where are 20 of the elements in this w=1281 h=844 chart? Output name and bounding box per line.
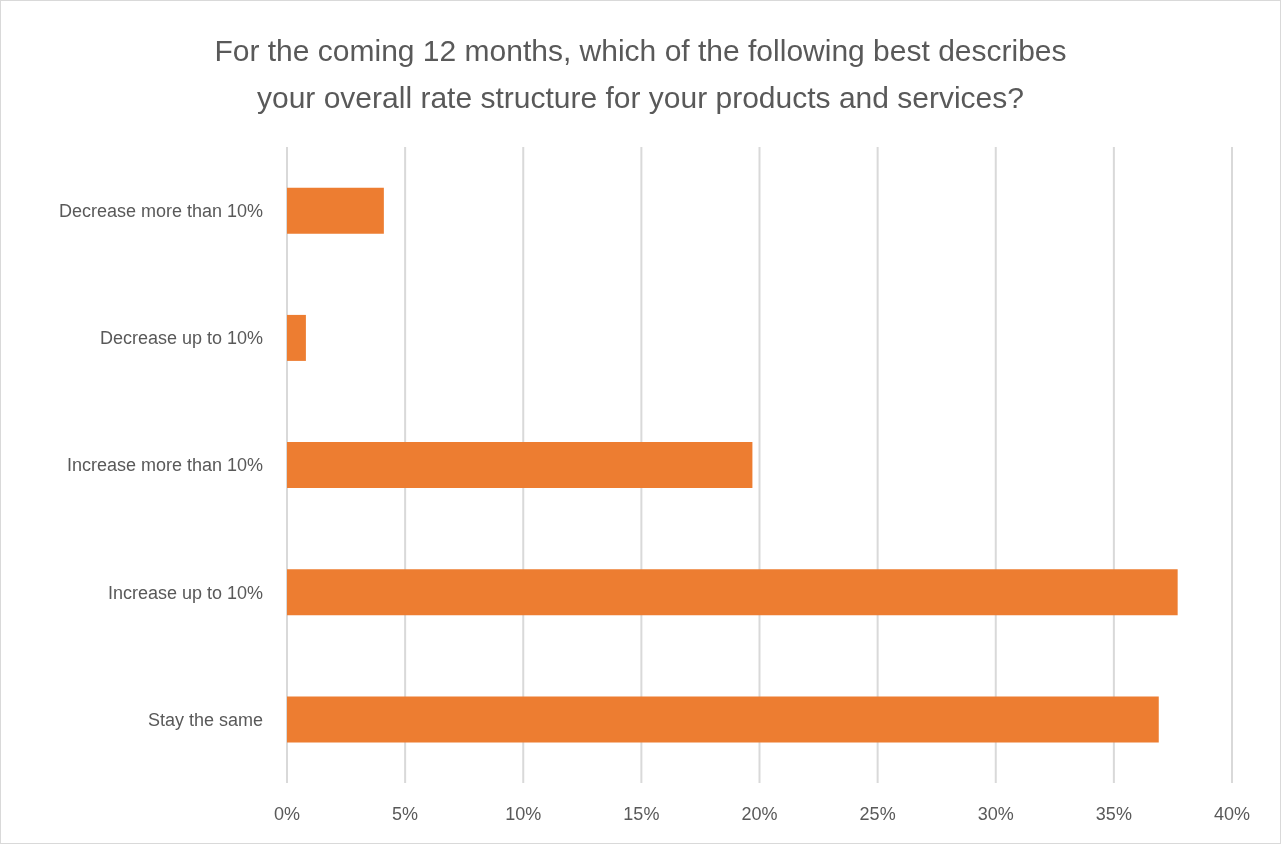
y-tick-label: Increase more than 10% <box>66 455 263 476</box>
bar <box>287 442 753 489</box>
x-tick-label: 0% <box>273 803 301 824</box>
x-tick-label: 40% <box>1213 803 1251 824</box>
y-tick-label: Stay the same <box>147 709 263 730</box>
x-tick-label: 5% <box>392 803 419 824</box>
x-tick-label: 30% <box>977 803 1014 824</box>
chart-title: For the coming 12 months, which of the following best describes your overall rate structure for your products and services? <box>213 33 1068 116</box>
y-tick-label: Increase up to 10% <box>107 582 263 603</box>
y-tick-label: Decrease up to 10% <box>99 328 263 349</box>
y-tick-label: Decrease more than 10% <box>58 200 263 221</box>
x-tick-label: 25% <box>859 803 896 824</box>
x-tick-label: 10% <box>505 803 542 824</box>
bar <box>287 314 306 361</box>
bar <box>287 696 1159 743</box>
x-tick-label: 35% <box>1095 803 1132 824</box>
bar <box>287 569 1178 616</box>
x-tick-label: 20% <box>741 803 778 824</box>
x-tick-label: 15% <box>623 803 660 824</box>
bar <box>287 187 384 234</box>
